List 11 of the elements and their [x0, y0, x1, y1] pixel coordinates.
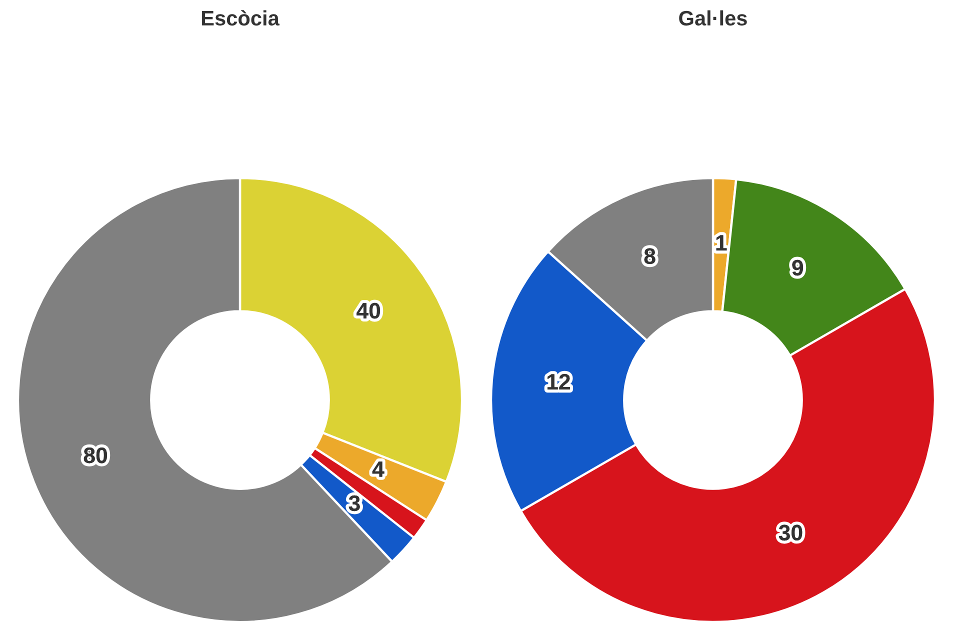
- data-label: 30: [778, 524, 802, 541]
- data-label: 9: [792, 260, 803, 276]
- chart-title: Escòcia: [202, 10, 280, 26]
- data-label: 8: [644, 248, 656, 264]
- data-label: 3: [348, 495, 360, 512]
- data-label: 40: [356, 302, 380, 319]
- data-label: 1: [716, 235, 727, 251]
- data-label: 4: [372, 462, 384, 477]
- data-label: 12: [547, 374, 570, 390]
- data-label: 80: [84, 448, 107, 464]
- chart-title: Gal·les: [679, 10, 747, 26]
